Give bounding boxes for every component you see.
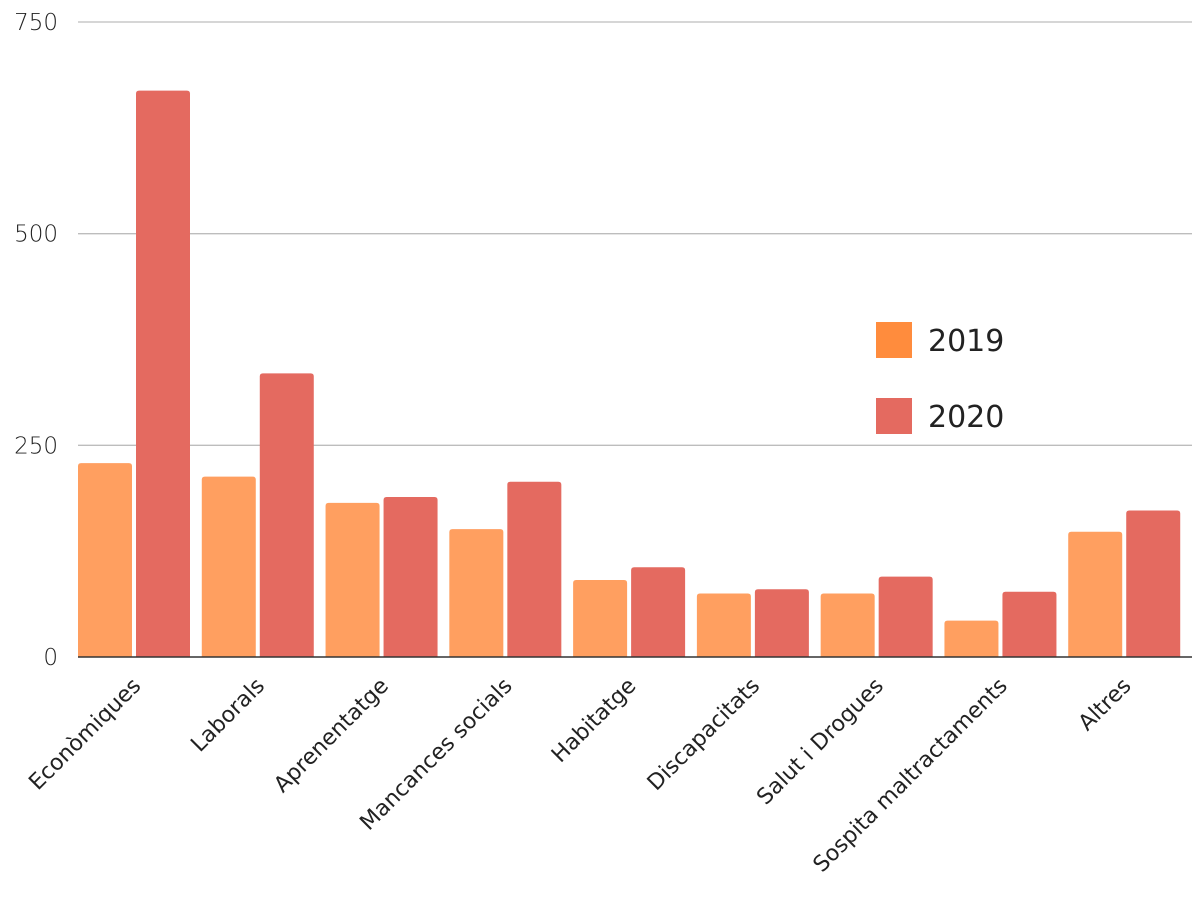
y-tick-label: 0 [43,645,58,671]
x-category-label: Laborals [186,674,270,758]
bars [78,90,1181,657]
x-category-label: Discapacitats [643,674,765,796]
bar-2020 [1126,510,1181,657]
bar-2019 [78,463,132,657]
bar-2020 [1002,591,1057,657]
bar-2020 [631,567,686,657]
y-tick-label: 500 [14,222,58,248]
bar-2019 [573,579,628,657]
bar-2020 [507,481,562,657]
bar-2019 [696,593,751,657]
legend-label-2019: 2019 [928,324,1004,359]
y-tick-label: 750 [14,10,58,36]
x-category-label: Habitatge [547,674,641,768]
bar-2019 [201,476,256,657]
bar-2019 [1068,531,1123,657]
bar-2019 [820,593,875,657]
legend: 2019 2020 [876,322,1004,435]
x-category-label: Aprenentatge [270,674,394,798]
bar-2020 [259,373,314,657]
gridlines [78,21,1192,446]
legend-swatch-2020 [876,398,912,434]
x-category-label: Salut i Drogues [752,674,889,811]
bar-2019 [449,529,504,657]
bar-2020 [383,496,438,657]
legend-label-2020: 2020 [928,400,1004,435]
bar-2019 [325,502,380,657]
y-tick-label: 250 [14,433,58,459]
bar-2020 [878,576,933,657]
x-category-label: Altres [1074,674,1136,736]
bar-2019 [944,620,999,657]
legend-swatch-2019 [876,322,912,358]
x-category-label: Econòmiques [24,674,146,796]
bar-2020 [754,589,809,657]
x-axis-category-labels: Econòmiques Laborals AprenentatgeMancances… [24,674,1136,878]
bar-2020 [136,90,190,657]
y-axis-tick-labels: 0 250 500 750 [14,10,58,671]
